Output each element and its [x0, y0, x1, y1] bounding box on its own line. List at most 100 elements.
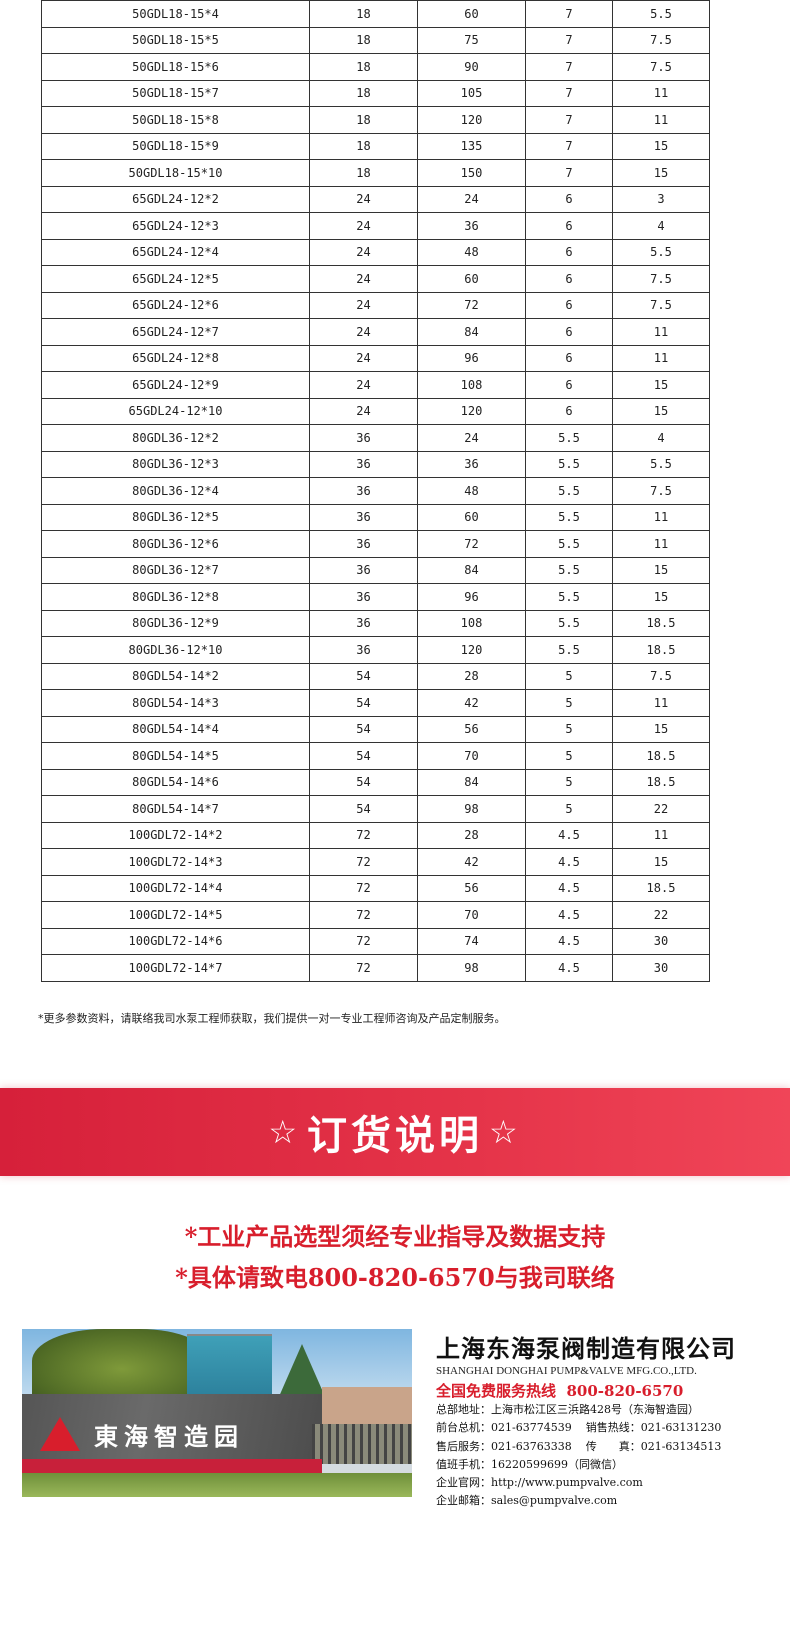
cell-model: 80GDL36-12*2	[41, 424, 310, 452]
table-row: 80GDL36-12*8 36 96 5.5 15	[41, 583, 710, 611]
cell-flow: 18	[309, 79, 418, 107]
cell-power: 3	[612, 185, 710, 213]
cell-flow: 18	[309, 26, 418, 54]
cell-flow: 24	[309, 397, 418, 425]
table-row: 80GDL36-12*3 36 36 5.5 5.5	[41, 450, 710, 478]
cell-power: 11	[612, 503, 710, 531]
cell-power: 4	[612, 424, 710, 452]
cell-power: 22	[612, 901, 710, 929]
cell-model: 100GDL72-14*6	[41, 927, 310, 955]
cell-model: 100GDL72-14*7	[41, 954, 310, 982]
website-link[interactable]: 企业官网：http://www.pumpvalve.com	[436, 1476, 643, 1490]
cell-flow: 24	[309, 291, 418, 319]
cell-power: 7.5	[612, 26, 710, 54]
cell-flow: 36	[309, 477, 418, 505]
email-link[interactable]: 企业邮箱：sales@pumpvalve.com	[436, 1494, 618, 1508]
cell-head: 84	[417, 318, 526, 346]
star-icon: ☆	[268, 1113, 301, 1151]
front-desk: 前台总机：021-63774539	[436, 1421, 572, 1435]
table-row: 80GDL36-12*7 36 84 5.5 15	[41, 556, 710, 584]
cell-head: 28	[417, 662, 526, 690]
cell-npsh: 6	[525, 344, 613, 372]
cell-model: 80GDL36-12*5	[41, 503, 310, 531]
after-sales: 售后服务：021-63763338	[436, 1439, 572, 1453]
cell-power: 30	[612, 927, 710, 955]
table-row: 100GDL72-14*6 72 74 4.5 30	[41, 927, 710, 955]
cell-model: 100GDL72-14*5	[41, 901, 310, 929]
table-row: 50GDL18-15*6 18 90 7 7.5	[41, 53, 710, 81]
cell-flow: 18	[309, 132, 418, 160]
cell-model: 80GDL36-12*6	[41, 530, 310, 558]
cell-model: 80GDL54-14*7	[41, 795, 310, 823]
banner-title: 订货说明	[307, 1113, 483, 1159]
cell-npsh: 5	[525, 795, 613, 823]
cell-model: 80GDL36-12*4	[41, 477, 310, 505]
cell-model: 65GDL24-12*6	[41, 291, 310, 319]
cell-power: 5.5	[612, 450, 710, 478]
cell-model: 65GDL24-12*7	[41, 318, 310, 346]
cell-npsh: 6	[525, 238, 613, 266]
order-note-2: *具体请致电800-820-6570与我司联络	[175, 1263, 615, 1292]
cell-model: 80GDL54-14*2	[41, 662, 310, 690]
cell-head: 60	[417, 265, 526, 293]
table-row: 80GDL36-12*4 36 48 5.5 7.5	[41, 477, 710, 505]
cell-head: 48	[417, 238, 526, 266]
cell-head: 105	[417, 79, 526, 107]
table-row: 50GDL18-15*8 18 120 7 11	[41, 106, 710, 134]
table-row: 80GDL36-12*6 36 72 5.5 11	[41, 530, 710, 558]
table-row: 100GDL72-14*2 72 28 4.5 11	[41, 821, 710, 849]
cell-npsh: 6	[525, 371, 613, 399]
table-row: 100GDL72-14*4 72 56 4.5 18.5	[41, 874, 710, 902]
table-row: 50GDL18-15*10 18 150 7 15	[41, 159, 710, 187]
cell-npsh: 5	[525, 715, 613, 743]
cell-model: 50GDL18-15*5	[41, 26, 310, 54]
cell-npsh: 7	[525, 26, 613, 54]
star-icon: ☆	[489, 1113, 522, 1151]
cell-flow: 72	[309, 848, 418, 876]
table-row: 50GDL18-15*7 18 105 7 11	[41, 79, 710, 107]
cell-flow: 72	[309, 821, 418, 849]
cell-power: 11	[612, 318, 710, 346]
cell-power: 18.5	[612, 874, 710, 902]
cell-flow: 18	[309, 0, 418, 28]
cell-npsh: 5	[525, 662, 613, 690]
cell-flow: 18	[309, 53, 418, 81]
cell-head: 72	[417, 530, 526, 558]
cell-power: 15	[612, 397, 710, 425]
cell-model: 80GDL36-12*8	[41, 583, 310, 611]
cell-flow: 54	[309, 689, 418, 717]
cell-model: 80GDL36-12*7	[41, 556, 310, 584]
cell-power: 15	[612, 132, 710, 160]
cell-npsh: 5.5	[525, 530, 613, 558]
cell-flow: 36	[309, 503, 418, 531]
cell-model: 80GDL54-14*6	[41, 768, 310, 796]
cell-power: 7.5	[612, 265, 710, 293]
cell-power: 4	[612, 212, 710, 240]
cell-npsh: 4.5	[525, 874, 613, 902]
cell-npsh: 7	[525, 132, 613, 160]
company-info: 上海东海泵阀制造有限公司 SHANGHAI DONGHAI PUMP&VALVE…	[436, 1329, 736, 1511]
cell-flow: 36	[309, 424, 418, 452]
cell-model: 100GDL72-14*4	[41, 874, 310, 902]
cell-power: 11	[612, 344, 710, 372]
table-row: 80GDL54-14*6 54 84 5 18.5	[41, 768, 710, 796]
cell-head: 28	[417, 821, 526, 849]
table-row: 80GDL36-12*2 36 24 5.5 4	[41, 424, 710, 452]
order-note-1: *工业产品选型须经专业指导及数据支持	[184, 1222, 606, 1251]
cell-head: 24	[417, 185, 526, 213]
cell-head: 108	[417, 609, 526, 637]
cell-flow: 36	[309, 583, 418, 611]
cell-flow: 24	[309, 344, 418, 372]
cell-head: 70	[417, 742, 526, 770]
duty-phone: 值班手机：16220599699（同微信）	[436, 1457, 623, 1471]
cell-model: 100GDL72-14*3	[41, 848, 310, 876]
company-name: 上海东海泵阀制造有限公司	[436, 1335, 736, 1363]
cell-npsh: 5.5	[525, 450, 613, 478]
cell-head: 72	[417, 291, 526, 319]
cell-npsh: 7	[525, 106, 613, 134]
cell-head: 96	[417, 344, 526, 372]
cell-head: 42	[417, 689, 526, 717]
fax: 传 真：021-63134513	[585, 1439, 722, 1453]
cell-flow: 24	[309, 238, 418, 266]
cell-power: 15	[612, 583, 710, 611]
